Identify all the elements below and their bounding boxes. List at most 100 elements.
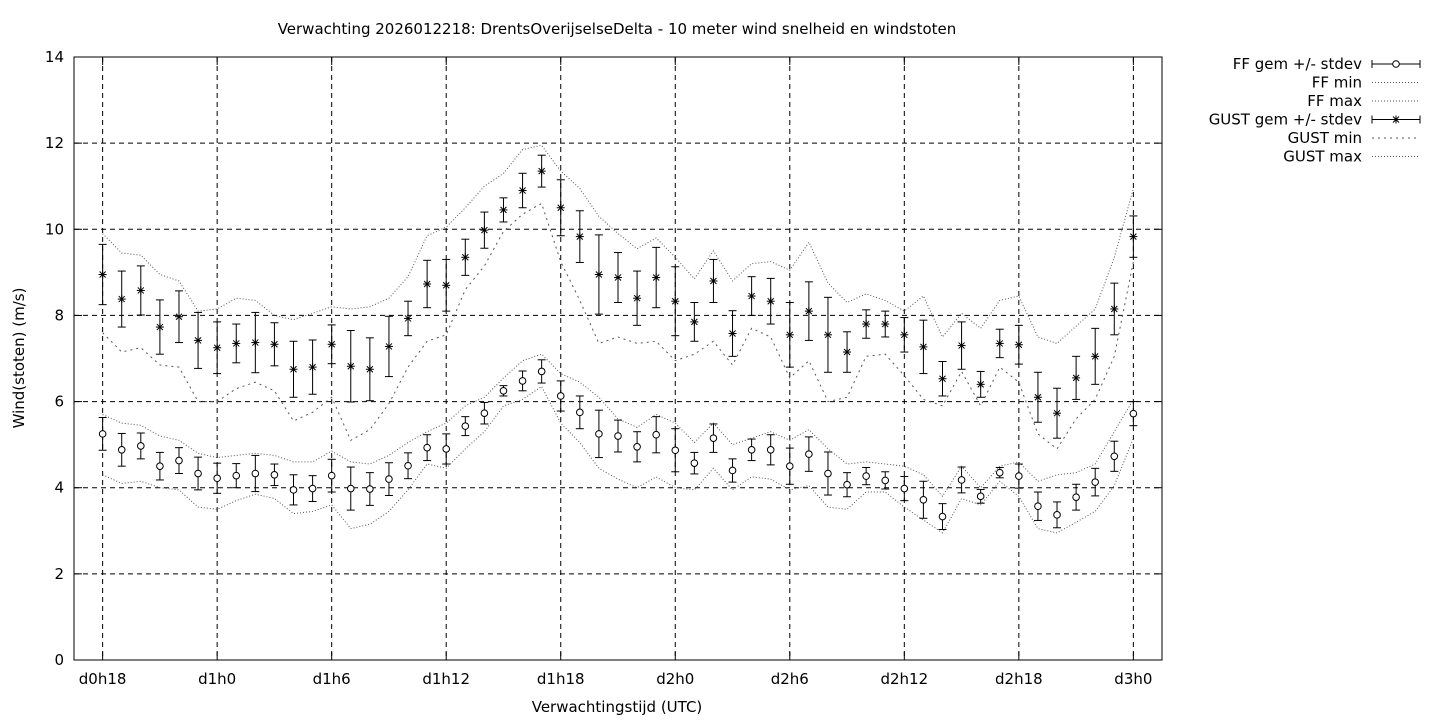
data-point: [1091, 478, 1099, 486]
data-point: [919, 342, 928, 351]
data-point: [900, 330, 909, 339]
data-point: [957, 341, 966, 350]
y-tick-label: 4: [54, 479, 64, 497]
data-point: [1034, 502, 1042, 511]
data-point: [251, 338, 260, 347]
data-point: [232, 339, 241, 348]
data-point: [938, 374, 947, 383]
data-point: [117, 295, 126, 304]
data-point: [98, 270, 107, 279]
data-point: [576, 408, 584, 417]
data-point: [461, 253, 470, 262]
legend-swatch: [1371, 60, 1421, 68]
data-point: [709, 434, 718, 442]
data-point: [862, 320, 871, 329]
data-point: [1072, 493, 1080, 501]
data-point: [766, 297, 775, 306]
y-tick-label: 2: [54, 565, 64, 583]
data-point: [480, 226, 489, 235]
data-point: [594, 270, 603, 279]
data-point: [976, 492, 985, 501]
data-point: [537, 167, 546, 176]
series-lines: [102, 144, 1134, 534]
data-point: [1014, 340, 1023, 349]
data-point: [614, 432, 622, 440]
data-point: [423, 279, 432, 288]
data-point: [270, 340, 279, 349]
x-tick-label: d1h12: [422, 670, 470, 688]
y-tick-label: 8: [54, 306, 64, 324]
data-point: [671, 297, 680, 306]
data-point: [1053, 409, 1062, 418]
series-3: [98, 154, 1138, 439]
data-point: [709, 276, 718, 285]
x-tick-label: d1h18: [537, 670, 585, 688]
data-point: [671, 446, 680, 455]
data-point: [785, 330, 794, 339]
legend-marker: [1392, 115, 1400, 124]
data-point: [1110, 452, 1119, 461]
data-point: [1053, 511, 1061, 519]
series-line-1: [102, 385, 1134, 534]
x-tick-label: d2h0: [656, 670, 694, 688]
data-point: [805, 450, 813, 458]
data-point: [137, 442, 145, 450]
data-point: [881, 320, 890, 329]
data-point: [575, 232, 584, 241]
data-point: [595, 430, 603, 438]
data-point: [499, 387, 508, 395]
data-point: [346, 484, 355, 493]
y-tick-label: 12: [45, 134, 64, 152]
data-point: [881, 476, 890, 485]
data-point: [175, 456, 183, 465]
data-point: [1072, 373, 1081, 382]
data-point: [518, 186, 527, 195]
data-point: [385, 475, 393, 483]
legend-swatch: [1371, 115, 1421, 124]
x-tick-label: d2h18: [995, 670, 1043, 688]
legend-label: FF min: [1312, 74, 1362, 92]
x-axis-label: Verwachtingstijd (UTC): [532, 698, 703, 716]
data-point: [1091, 352, 1100, 361]
data-point: [843, 480, 851, 489]
data-point: [938, 512, 947, 521]
chart-title: Verwachting 2026012218: DrentsOverijsels…: [278, 20, 957, 38]
data-point: [98, 430, 107, 438]
data-point: [537, 367, 546, 376]
data-point: [174, 312, 183, 321]
data-point: [633, 442, 641, 451]
data-point: [1110, 304, 1119, 313]
data-point: [652, 273, 661, 282]
plot-frame: [73, 56, 1163, 661]
legend-marker: [1392, 60, 1400, 68]
data-point: [556, 203, 565, 212]
data-point: [1129, 409, 1138, 418]
y-tick-label: 10: [45, 220, 64, 238]
data-point: [327, 471, 336, 480]
data-point: [614, 273, 622, 282]
data-point: [270, 470, 279, 479]
data-point: [1033, 393, 1042, 402]
data-point: [804, 307, 813, 316]
data-point: [690, 459, 699, 467]
legend-label: FF gem +/- stdev: [1233, 55, 1362, 73]
data-point: [900, 484, 909, 493]
x-tick-label: d3h0: [1114, 670, 1152, 688]
data-point: [747, 292, 756, 301]
legend-label: GUST max: [1283, 148, 1362, 166]
series-line-4: [102, 202, 1134, 450]
data-point: [824, 469, 832, 478]
data-point: [213, 474, 221, 483]
data-point: [442, 281, 451, 290]
data-point: [690, 317, 699, 326]
legend-label: GUST min: [1288, 129, 1362, 147]
data-point: [919, 495, 928, 504]
data-point: [442, 445, 451, 453]
data-point: [633, 294, 642, 303]
data-point: [976, 380, 985, 389]
data-point: [957, 476, 966, 484]
data-point: [518, 377, 527, 385]
data-point: [327, 340, 336, 349]
data-point: [556, 392, 565, 400]
